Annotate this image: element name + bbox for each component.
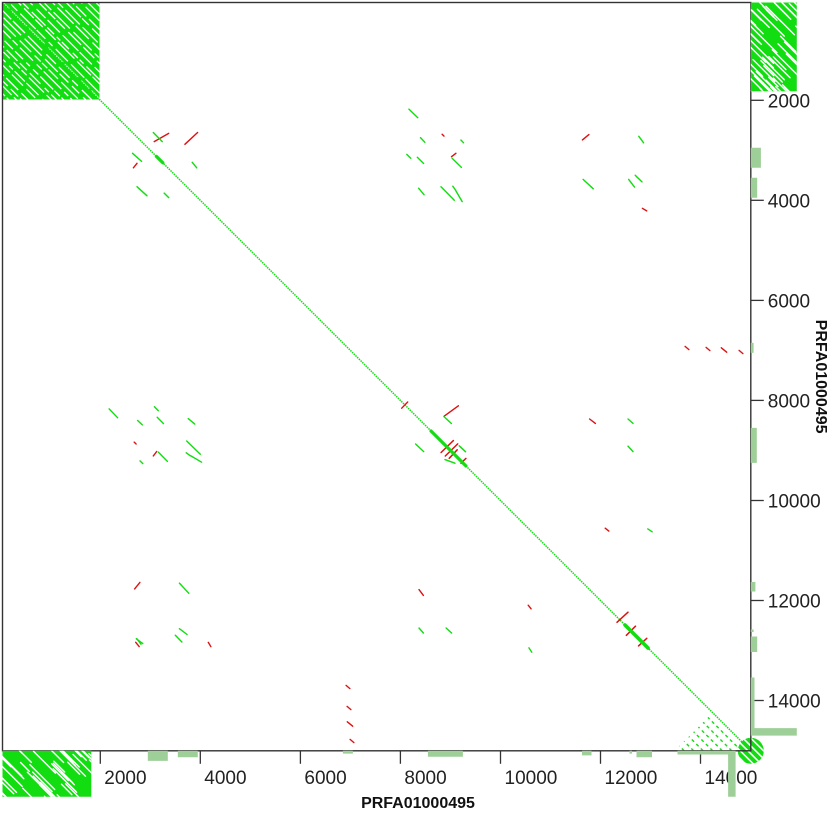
svg-text:4000: 4000 (768, 191, 810, 212)
svg-text:12000: 12000 (605, 768, 658, 789)
svg-text:14000: 14000 (768, 692, 821, 713)
svg-text:12000: 12000 (768, 592, 821, 613)
svg-text:6000: 6000 (768, 291, 810, 312)
svg-text:PRFA01000495: PRFA01000495 (361, 795, 475, 812)
svg-text:10000: 10000 (768, 492, 821, 513)
svg-text:PRFA01000495: PRFA01000495 (812, 320, 829, 434)
svg-text:10000: 10000 (505, 768, 558, 789)
svg-text:2000: 2000 (104, 768, 146, 789)
svg-text:8000: 8000 (404, 768, 446, 789)
svg-text:4000: 4000 (204, 768, 246, 789)
svg-text:8000: 8000 (768, 391, 810, 412)
svg-text:2000: 2000 (768, 91, 810, 112)
svg-text:6000: 6000 (304, 768, 346, 789)
